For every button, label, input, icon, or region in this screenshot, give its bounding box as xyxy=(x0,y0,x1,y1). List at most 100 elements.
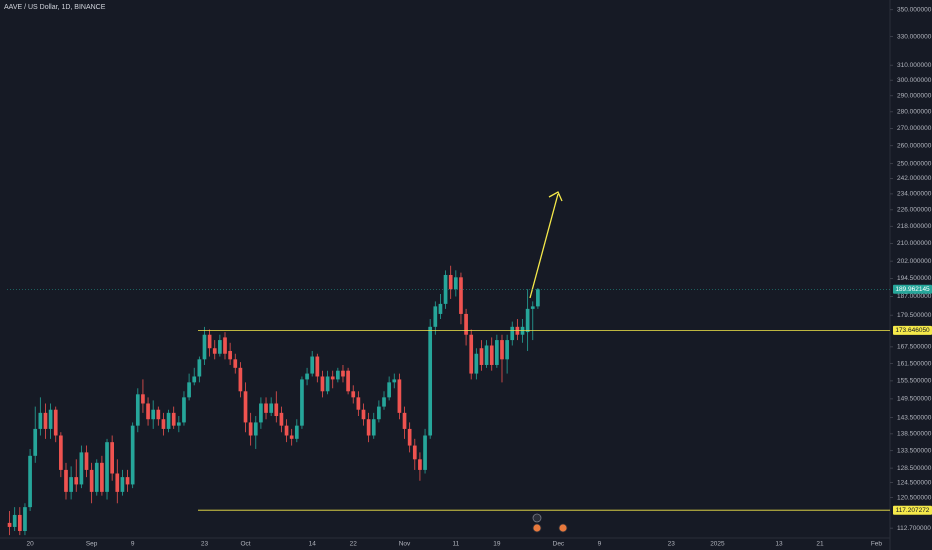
y-tick-label: 133.500000 xyxy=(897,447,932,454)
event-icon[interactable] xyxy=(532,513,542,523)
y-tick-label: 155.500000 xyxy=(897,378,932,385)
level-label: 117.207272 xyxy=(896,507,930,514)
candle-body xyxy=(279,412,284,426)
candle-body xyxy=(474,353,479,374)
y-tick-label: 149.500000 xyxy=(897,396,932,403)
candle-body xyxy=(515,326,520,335)
last-price-box xyxy=(893,284,932,294)
candle-body xyxy=(161,419,166,429)
arrow-head xyxy=(548,191,563,202)
y-tick-label: 202.000000 xyxy=(897,258,932,265)
candle-body xyxy=(356,397,361,410)
y-tick-label: 250.000000 xyxy=(897,160,932,167)
candle-body xyxy=(310,356,315,374)
candle-body xyxy=(94,462,99,492)
candle-body xyxy=(130,425,135,485)
candle-body xyxy=(510,326,515,341)
candle-body xyxy=(202,334,207,360)
candle-body xyxy=(38,412,43,429)
candle-body xyxy=(336,370,340,380)
level-label-box xyxy=(893,505,932,515)
candle-body xyxy=(125,477,130,485)
x-tick-label: 2025 xyxy=(710,541,725,548)
x-tick-label: Nov xyxy=(399,541,411,548)
x-tick-label: Feb xyxy=(871,541,883,548)
candle-body xyxy=(151,409,156,420)
candle-body xyxy=(402,412,407,429)
candle-body xyxy=(64,469,68,492)
candle-body xyxy=(464,313,468,335)
candle-body xyxy=(495,340,499,365)
y-tick-label: 290.000000 xyxy=(897,92,932,99)
candle-body xyxy=(146,403,150,420)
x-tick-label: 23 xyxy=(201,541,209,548)
candle-body xyxy=(105,442,109,492)
candle-body xyxy=(253,422,258,436)
candle-body xyxy=(377,406,381,420)
x-tick-label: Oct xyxy=(240,541,250,548)
candle-body xyxy=(412,445,417,460)
y-tick-label: 120.500000 xyxy=(897,494,932,501)
candle-body xyxy=(33,428,38,456)
candle-body xyxy=(264,403,268,413)
y-tick-label: 242.000000 xyxy=(897,175,932,182)
candle-body xyxy=(187,382,191,398)
candle-body xyxy=(346,370,350,392)
candle-body xyxy=(371,419,376,436)
candle-body xyxy=(182,397,186,423)
candle-body xyxy=(274,403,279,417)
candle-body xyxy=(233,359,238,368)
candle-body xyxy=(17,514,22,532)
level-label: 173.646050 xyxy=(895,327,930,334)
candle-body xyxy=(43,412,48,429)
event-icon[interactable] xyxy=(532,523,542,533)
arrow xyxy=(529,191,563,299)
candle-body xyxy=(269,403,274,413)
candle-body xyxy=(428,326,433,436)
candle-body xyxy=(243,391,248,423)
y-tick-label: 234.000000 xyxy=(897,191,932,198)
candle-body xyxy=(392,379,397,383)
candle-body xyxy=(418,459,422,470)
candle-body xyxy=(171,412,176,426)
candle-body xyxy=(223,337,227,354)
candle-body xyxy=(320,376,325,392)
candle-body xyxy=(315,356,320,377)
y-tick-label: 194.500000 xyxy=(897,275,932,282)
candle-body xyxy=(525,308,530,333)
y-tick-label: 226.000000 xyxy=(897,207,932,214)
candle-body xyxy=(238,367,243,392)
candle-body xyxy=(530,306,535,309)
event-icon[interactable] xyxy=(558,523,568,533)
y-tick-label: 280.000000 xyxy=(897,109,932,116)
candle-body xyxy=(74,477,79,485)
candle-body xyxy=(176,422,181,426)
x-tick-label: 21 xyxy=(816,541,824,548)
candle-body xyxy=(248,422,253,436)
candle-body xyxy=(100,462,104,492)
y-tick-label: 128.500000 xyxy=(897,465,932,472)
candle-body xyxy=(453,277,458,290)
candle-body xyxy=(212,348,217,354)
candle-body xyxy=(28,455,32,508)
candle-body xyxy=(207,334,212,349)
candle-body xyxy=(192,376,197,383)
x-tick-label: 11 xyxy=(452,541,459,548)
candle-body xyxy=(300,379,304,426)
candle-body xyxy=(433,306,438,327)
candle-body xyxy=(366,419,371,436)
y-tick-label: 350.000000 xyxy=(897,6,932,13)
candle-body xyxy=(479,348,484,365)
y-tick-label: 300.000000 xyxy=(897,77,932,84)
candle-body xyxy=(12,514,17,527)
x-tick-label: 9 xyxy=(598,541,602,548)
candle-body xyxy=(397,379,402,413)
x-tick-label: 9 xyxy=(131,541,135,548)
arrow-line xyxy=(529,193,559,299)
x-tick-label: Sep xyxy=(86,541,98,548)
candle-body xyxy=(69,477,73,492)
candle-body xyxy=(48,409,53,429)
y-tick-label: 210.000000 xyxy=(897,240,932,247)
